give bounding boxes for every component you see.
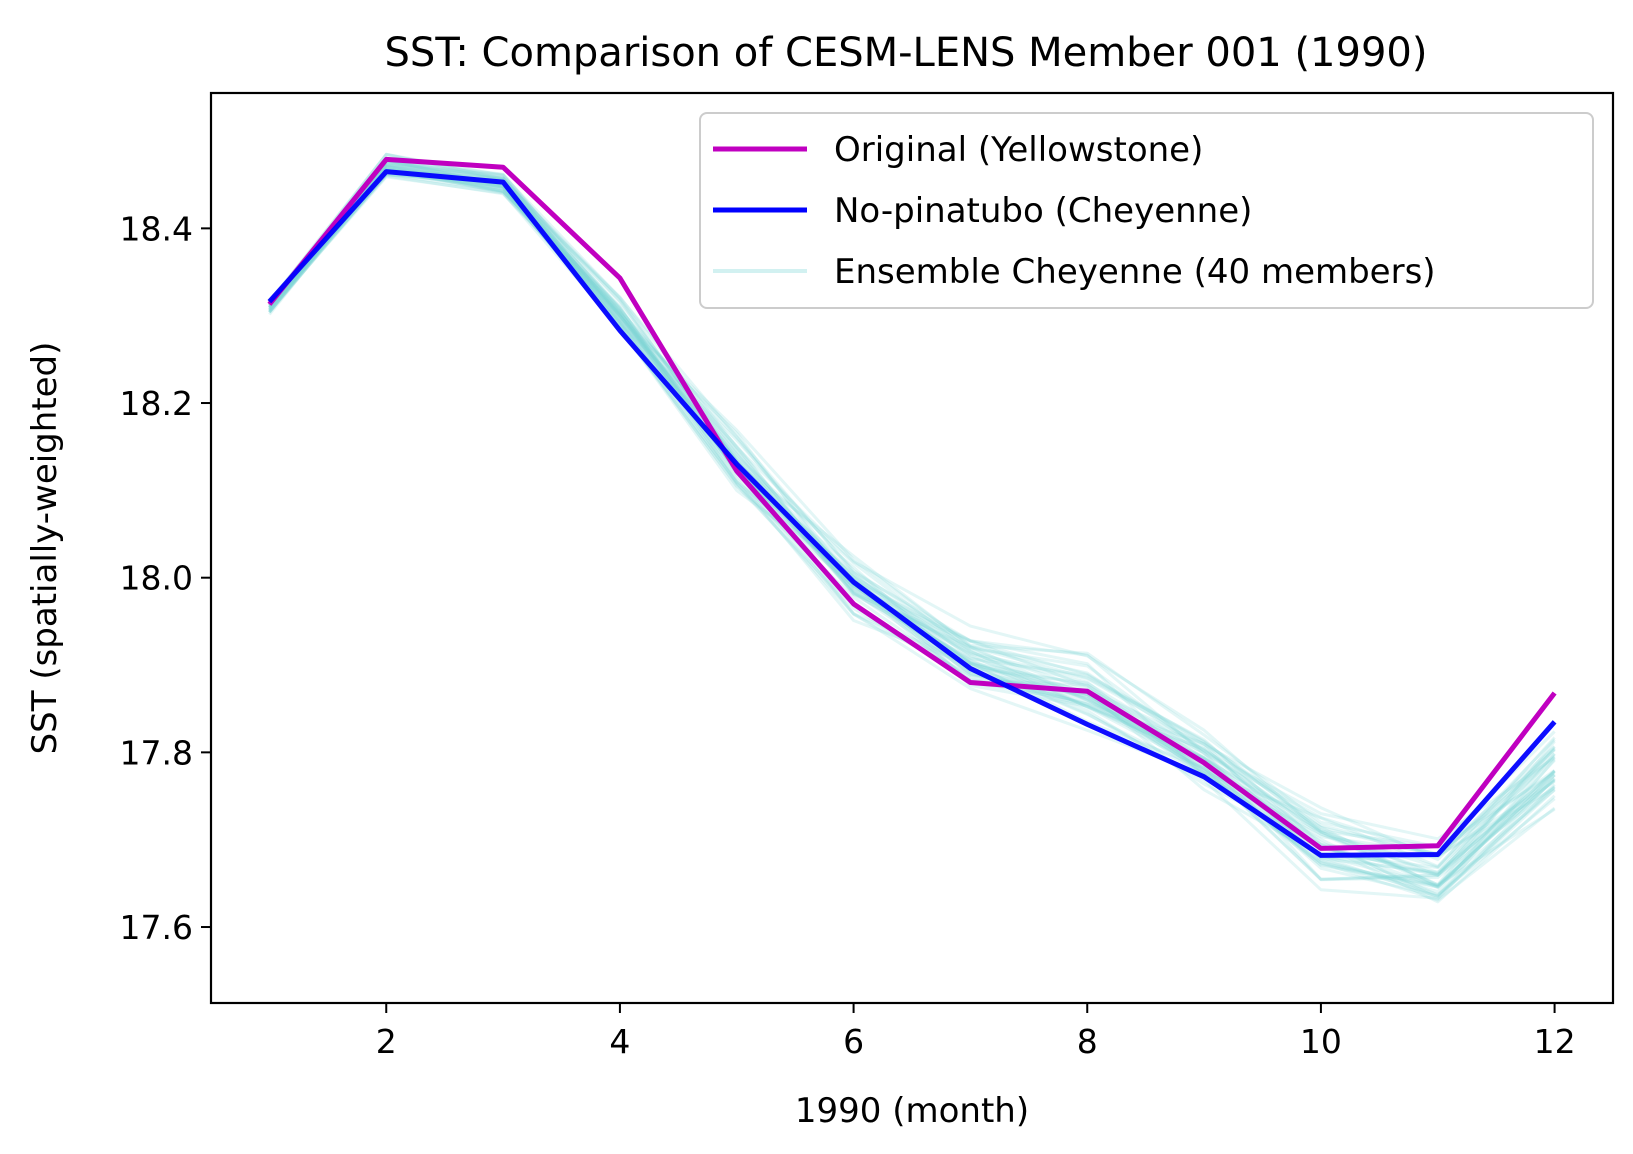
y-tick-label: 17.6 [120, 908, 193, 947]
series-line-original [267, 156, 1557, 851]
legend-frame [699, 112, 1594, 309]
x-tick-label: 6 [843, 1022, 864, 1061]
ensemble-member-line [268, 174, 1556, 898]
ensemble-member-line [268, 169, 1556, 888]
ensemble-member-line [268, 161, 1556, 877]
ensemble-member-line [268, 166, 1556, 887]
chart-title: SST: Comparison of CESM-LENS Member 001 … [385, 30, 1428, 76]
ensemble-member-line [268, 163, 1556, 849]
ensemble-member-line [268, 158, 1556, 887]
x-tick-label: 10 [1300, 1022, 1342, 1061]
legend-label-original: Original (Yellowstone) [834, 130, 1203, 170]
ensemble-member-line [268, 169, 1556, 897]
series-line-no-pinatubo [267, 169, 1557, 858]
legend-label-no-pinatubo: No-pinatubo (Cheyenne) [834, 191, 1252, 231]
ensemble-member-line [268, 160, 1556, 862]
legend-label-ensemble: Ensemble Cheyenne (40 members) [834, 252, 1436, 292]
x-tick-label: 12 [1534, 1022, 1576, 1061]
x-tick-label: 8 [1077, 1022, 1098, 1061]
y-tick-label: 18.2 [120, 384, 193, 423]
ensemble-member-line [268, 167, 1556, 849]
plot-area [267, 152, 1557, 904]
y-axis-label: SST (spatially-weighted) [25, 342, 65, 755]
ensemble-member-line [268, 169, 1556, 887]
ensemble-member-line [268, 163, 1556, 874]
y-tick-label: 18.0 [120, 559, 193, 598]
y-tick-label: 18.4 [120, 209, 193, 248]
y-tick-label: 17.8 [120, 733, 193, 772]
ensemble-member-line [268, 160, 1556, 876]
x-tick-label: 2 [376, 1022, 397, 1061]
legend: Original (Yellowstone) No-pinatubo (Chey… [699, 112, 1594, 309]
ensemble-member-line [268, 152, 1556, 857]
ensemble-member-line [268, 152, 1556, 841]
ensemble-member-line [268, 172, 1556, 900]
axes-frame [209, 91, 1615, 1005]
x-tick-label: 4 [609, 1022, 630, 1061]
x-axis-label: 1990 (month) [795, 1091, 1029, 1131]
axis-ticks: 2 4 6 8 10 12 17.6 17.8 18.0 18.2 18.4 [120, 209, 1576, 1061]
ensemble-member-line [268, 175, 1556, 881]
ensemble-member-line [268, 160, 1556, 858]
